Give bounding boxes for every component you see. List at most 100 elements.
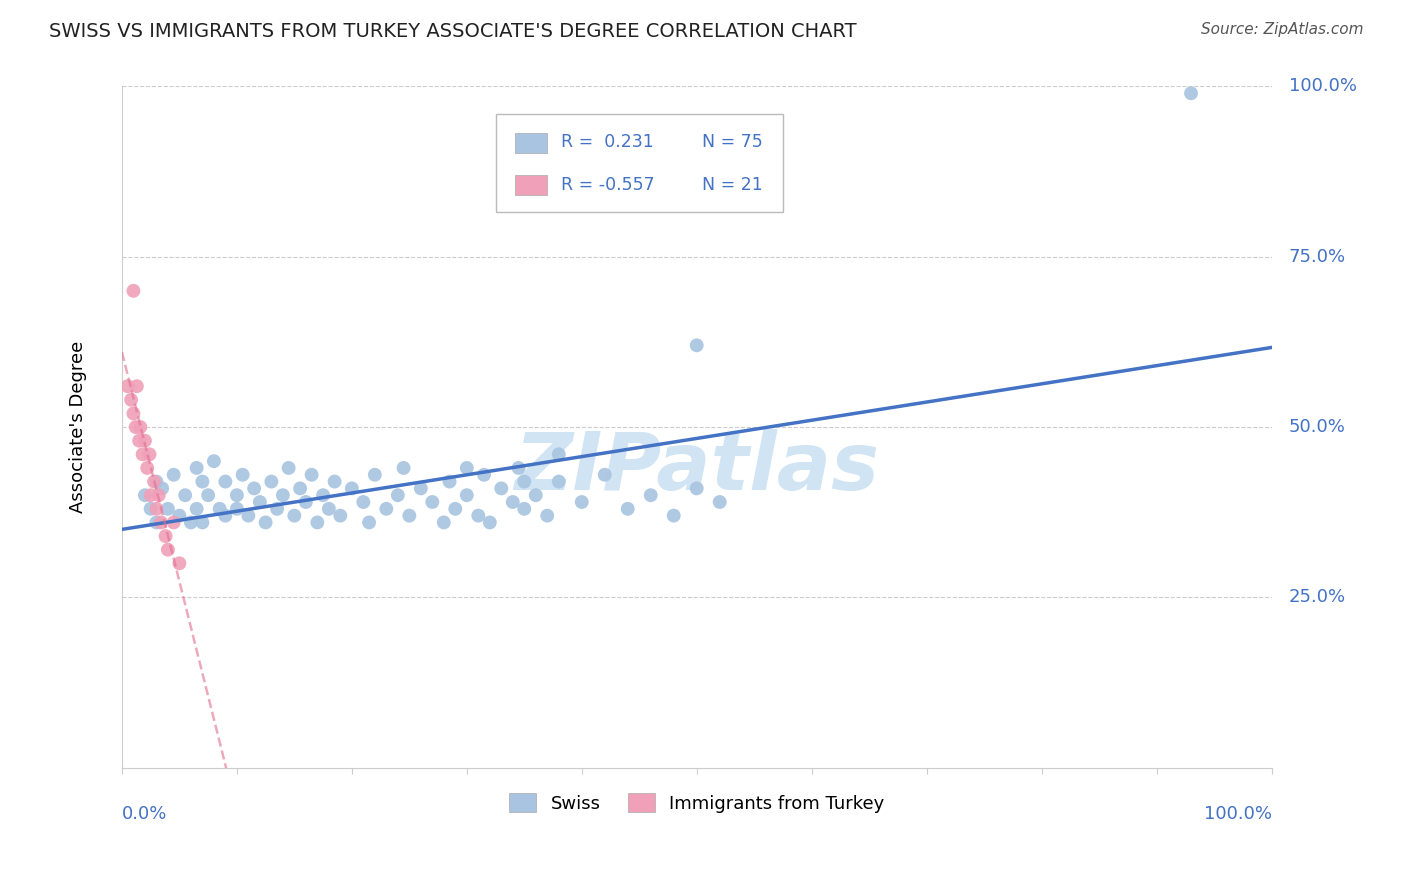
- Point: [214, 508, 236, 523]
- Point: [616, 501, 638, 516]
- Point: [640, 488, 662, 502]
- Text: ZIPatlas: ZIPatlas: [515, 429, 879, 507]
- Point: [174, 488, 197, 502]
- Point: [502, 495, 524, 509]
- Point: [478, 516, 501, 530]
- Point: [387, 488, 409, 502]
- Point: [513, 501, 536, 516]
- Point: [524, 488, 547, 502]
- Point: [120, 392, 142, 407]
- Text: Associate's Degree: Associate's Degree: [69, 341, 87, 513]
- Point: [125, 420, 148, 434]
- Point: [329, 508, 352, 523]
- Point: [433, 516, 456, 530]
- Point: [163, 516, 186, 530]
- Point: [145, 516, 167, 530]
- Text: 75.0%: 75.0%: [1289, 248, 1346, 266]
- Point: [444, 501, 467, 516]
- Point: [547, 475, 569, 489]
- Point: [138, 447, 160, 461]
- Point: [301, 467, 323, 482]
- Point: [225, 488, 247, 502]
- Point: [125, 379, 148, 393]
- Point: [662, 508, 685, 523]
- Point: [139, 488, 162, 502]
- Point: [375, 501, 398, 516]
- Point: [136, 461, 159, 475]
- Point: [208, 501, 231, 516]
- Point: [202, 454, 225, 468]
- Point: [180, 516, 202, 530]
- Text: 0.0%: 0.0%: [122, 805, 167, 823]
- Point: [456, 461, 478, 475]
- Point: [232, 467, 254, 482]
- Point: [571, 495, 593, 509]
- Point: [169, 508, 191, 523]
- Point: [352, 495, 374, 509]
- Point: [266, 501, 288, 516]
- Point: [271, 488, 294, 502]
- Point: [117, 379, 139, 393]
- Bar: [515, 175, 547, 195]
- Point: [323, 475, 346, 489]
- Point: [472, 467, 495, 482]
- Point: [143, 475, 166, 489]
- Point: [243, 482, 266, 496]
- Text: Source: ZipAtlas.com: Source: ZipAtlas.com: [1201, 22, 1364, 37]
- Point: [312, 488, 335, 502]
- Point: [439, 475, 461, 489]
- Point: [409, 482, 432, 496]
- Point: [128, 434, 150, 448]
- Point: [148, 488, 170, 502]
- Point: [547, 447, 569, 461]
- Point: [288, 482, 311, 496]
- Point: [238, 508, 260, 523]
- Point: [163, 467, 186, 482]
- Point: [536, 508, 558, 523]
- Point: [686, 338, 709, 352]
- Text: 50.0%: 50.0%: [1289, 418, 1346, 436]
- Point: [456, 488, 478, 502]
- Text: 100.0%: 100.0%: [1289, 78, 1357, 95]
- Point: [156, 542, 179, 557]
- Point: [139, 501, 162, 516]
- Point: [593, 467, 616, 482]
- Point: [155, 529, 177, 543]
- Point: [709, 495, 731, 509]
- Point: [145, 501, 167, 516]
- Point: [186, 461, 208, 475]
- Point: [359, 516, 381, 530]
- Text: N = 21: N = 21: [703, 176, 763, 194]
- Point: [307, 516, 329, 530]
- Point: [392, 461, 415, 475]
- Point: [129, 420, 152, 434]
- Point: [513, 475, 536, 489]
- Point: [197, 488, 219, 502]
- Point: [169, 557, 191, 571]
- Point: [420, 495, 443, 509]
- Point: [131, 447, 153, 461]
- Point: [249, 495, 271, 509]
- FancyBboxPatch shape: [495, 113, 783, 212]
- Point: [318, 501, 340, 516]
- Point: [686, 482, 709, 496]
- Point: [214, 475, 236, 489]
- Point: [1180, 87, 1202, 101]
- Legend: Swiss, Immigrants from Turkey: Swiss, Immigrants from Turkey: [502, 786, 891, 820]
- Point: [191, 516, 214, 530]
- Point: [145, 475, 167, 489]
- Point: [254, 516, 277, 530]
- Text: 100.0%: 100.0%: [1204, 805, 1271, 823]
- Point: [134, 434, 156, 448]
- Point: [191, 475, 214, 489]
- Point: [491, 482, 513, 496]
- Point: [283, 508, 305, 523]
- Point: [277, 461, 299, 475]
- Bar: [515, 133, 547, 153]
- Point: [260, 475, 283, 489]
- Point: [122, 284, 145, 298]
- Text: R = -0.557: R = -0.557: [561, 176, 655, 194]
- Text: 25.0%: 25.0%: [1289, 589, 1346, 607]
- Text: SWISS VS IMMIGRANTS FROM TURKEY ASSOCIATE'S DEGREE CORRELATION CHART: SWISS VS IMMIGRANTS FROM TURKEY ASSOCIAT…: [49, 22, 856, 41]
- Text: R =  0.231: R = 0.231: [561, 133, 654, 152]
